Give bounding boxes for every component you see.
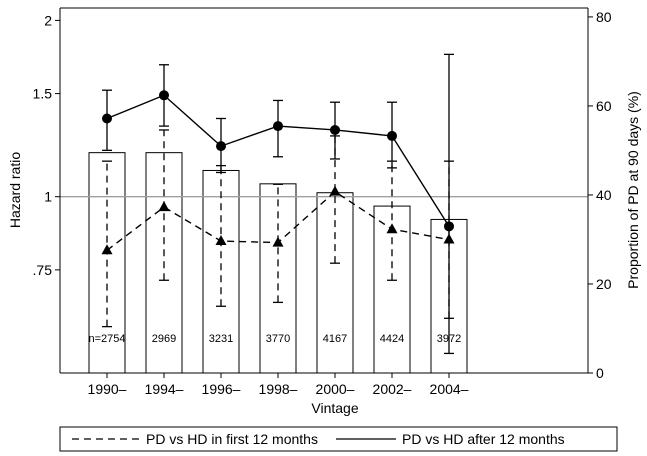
x-tick-label: 2002– bbox=[373, 381, 412, 397]
bars-layer: n=2754 2969 3231 3770 4167 4424 3972 bbox=[88, 152, 468, 374]
circle-marker bbox=[273, 121, 283, 132]
bar bbox=[316, 192, 354, 374]
series-layer bbox=[101, 53, 455, 355]
bar-label: 3231 bbox=[209, 333, 233, 345]
x-tick-label: 1990– bbox=[88, 381, 127, 397]
right-tick-label: 80 bbox=[596, 9, 612, 25]
circle-marker bbox=[159, 90, 169, 101]
x-tick-label: 1998– bbox=[259, 381, 298, 397]
right-tick-label: 0 bbox=[596, 365, 604, 381]
left-axis-title: Hazard ratio bbox=[7, 152, 23, 228]
left-tick-label: 1 bbox=[44, 189, 52, 205]
triangle-marker bbox=[158, 201, 170, 212]
x-tick-label: 1994– bbox=[145, 381, 184, 397]
bar-label: 4424 bbox=[380, 333, 404, 345]
circle-marker bbox=[330, 124, 340, 135]
bar bbox=[373, 205, 411, 374]
bar-label: 4167 bbox=[323, 333, 347, 345]
circle-marker bbox=[102, 113, 112, 124]
right-tick-label: 40 bbox=[596, 187, 612, 203]
circle-marker bbox=[216, 141, 226, 152]
right-tick-label: 20 bbox=[596, 276, 612, 292]
legend-label-after-12-months: PD vs HD after 12 months bbox=[402, 431, 565, 447]
bar-label: 3770 bbox=[266, 333, 290, 345]
triangle-marker bbox=[101, 244, 113, 255]
right-axis-title: Proportion of PD at 90 days (%) bbox=[625, 91, 641, 289]
left-tick-label: 2 bbox=[44, 12, 52, 28]
x-tick-label: 2004– bbox=[430, 381, 469, 397]
bar-label: 2969 bbox=[152, 333, 176, 345]
circle-marker bbox=[444, 221, 454, 232]
triangle-marker bbox=[272, 236, 284, 247]
x-tick-label: 2000– bbox=[316, 381, 355, 397]
right-tick-label: 60 bbox=[596, 98, 612, 114]
triangle-marker bbox=[215, 235, 227, 246]
bar-label: n=2754 bbox=[88, 333, 125, 345]
circle-marker bbox=[387, 130, 397, 141]
legend-label-first-12-months: PD vs HD in first 12 months bbox=[146, 431, 318, 447]
triangle-marker bbox=[329, 185, 341, 196]
x-axis-title: Vintage bbox=[311, 400, 358, 416]
bar bbox=[259, 183, 297, 374]
legend: PD vs HD in first 12 months PD vs HD aft… bbox=[59, 426, 618, 452]
x-tick-label: 1996– bbox=[202, 381, 241, 397]
left-tick-label: 1.5 bbox=[33, 86, 53, 102]
triangle-marker bbox=[386, 223, 398, 234]
left-tick-label: .75 bbox=[33, 262, 53, 278]
